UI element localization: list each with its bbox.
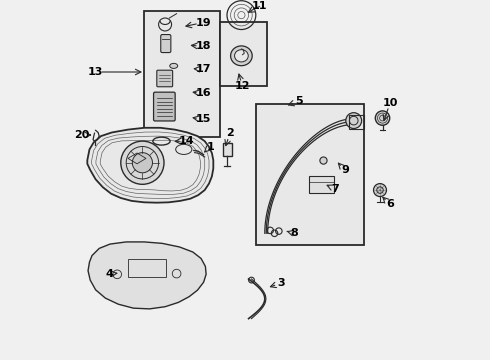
Text: 6: 6 (386, 199, 394, 209)
Text: 15: 15 (196, 114, 211, 125)
Polygon shape (87, 128, 213, 203)
FancyBboxPatch shape (222, 143, 232, 156)
Bar (256, 104, 364, 245)
Circle shape (346, 113, 362, 129)
Circle shape (373, 184, 387, 197)
Text: 13: 13 (87, 67, 102, 77)
Circle shape (320, 157, 327, 164)
Circle shape (132, 153, 152, 173)
Circle shape (121, 141, 164, 184)
Text: 4: 4 (105, 269, 113, 279)
Text: 9: 9 (341, 165, 349, 175)
Text: 14: 14 (178, 136, 194, 146)
Bar (220, 22, 267, 86)
Text: 20: 20 (74, 130, 90, 140)
Text: 17: 17 (196, 64, 211, 75)
Ellipse shape (231, 46, 252, 66)
Text: 7: 7 (331, 184, 339, 194)
Polygon shape (88, 242, 206, 309)
FancyBboxPatch shape (157, 70, 172, 87)
Bar (144, 11, 220, 137)
Ellipse shape (170, 63, 178, 68)
Text: 11: 11 (252, 1, 267, 11)
Text: 5: 5 (295, 96, 303, 107)
Text: 3: 3 (278, 278, 285, 288)
Text: 8: 8 (290, 228, 298, 238)
Text: 10: 10 (383, 98, 398, 108)
Text: 2: 2 (226, 129, 234, 138)
Text: 16: 16 (196, 88, 211, 98)
Text: 1: 1 (206, 142, 214, 152)
FancyBboxPatch shape (161, 35, 171, 53)
Circle shape (375, 111, 390, 125)
FancyBboxPatch shape (153, 92, 175, 121)
Ellipse shape (235, 50, 248, 62)
Text: 18: 18 (196, 41, 211, 51)
Bar (309, 176, 334, 193)
Text: 19: 19 (196, 18, 211, 28)
Text: 12: 12 (235, 81, 250, 91)
